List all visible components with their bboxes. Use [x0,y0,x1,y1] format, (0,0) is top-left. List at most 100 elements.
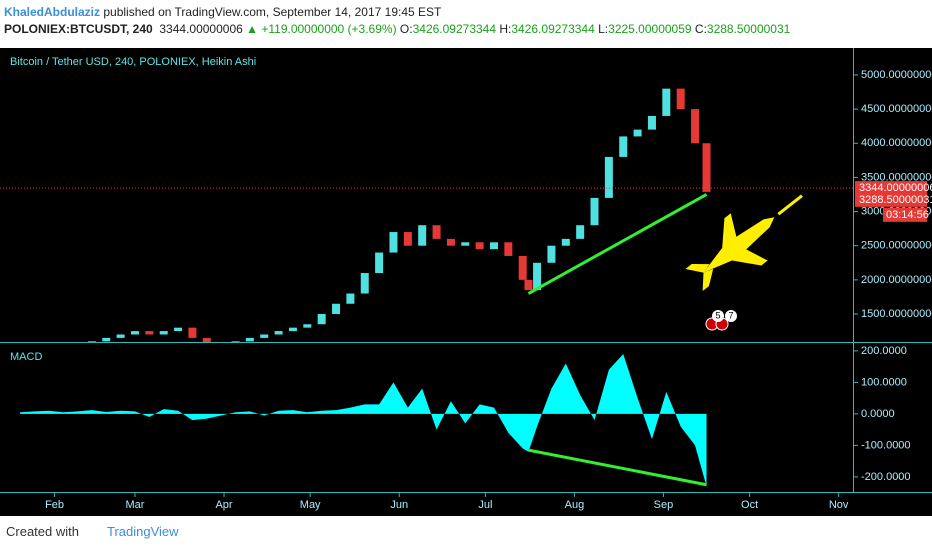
author[interactable]: KhaledAbdulaziz [4,5,101,19]
series [87,88,711,342]
close-tag [855,192,927,207]
candle [702,143,711,192]
y-tick-label: 200.0000 [861,345,907,357]
chart: 5 7 1500.00000000 2000.00000000 2500.00000… [0,48,932,516]
candle [633,129,642,137]
candle [662,88,671,116]
candle [145,331,154,335]
countdown: 03:14:56 [886,209,929,221]
y-tick-label: 2000.00000000 [861,274,932,286]
y-tick-label: -200.0000 [861,471,911,483]
close-label: 3288.50000031 [859,194,932,206]
open-label: O: [399,22,413,36]
last-price-tag [855,181,927,196]
candle [389,232,398,253]
candle [524,279,533,291]
x-tick-label: Nov [829,499,849,511]
countdown-tag [883,207,927,222]
candle [475,242,484,250]
background [0,48,932,516]
candle [274,331,283,335]
x-tick-label: Jun [390,499,408,511]
candle [676,88,685,110]
y-tick-label: 4000.00000000 [861,137,932,149]
jet [685,194,803,292]
symbol-line: POLONIEX:BTCUSDT, 240 3344.00000006 ▲ +1… [4,21,790,38]
low-label: L: [598,22,609,36]
candle [202,337,211,342]
published: published on TradingView.com, September … [103,5,442,19]
candle [533,262,542,291]
candle [87,341,96,342]
candle [102,337,111,342]
candle [332,303,341,314]
y-tick-label: 2500.00000000 [861,240,932,252]
x-tick-label: Apr [215,499,232,511]
y-tick-label: 4500.00000000 [861,103,932,115]
candle [576,225,585,239]
x-tick-label: Feb [45,499,64,511]
high-label: H: [499,22,512,36]
candle [489,242,498,250]
candle [604,156,613,198]
created-with: Created with [6,524,79,539]
last-price-label: 3344.00000006 [859,182,932,194]
candle [346,293,355,304]
pane-title: MACD [10,351,42,363]
candle [418,225,427,246]
change: ▲ +119.00000000 (+3.69%) [246,22,397,36]
candle [317,314,326,325]
x-tick-label: Sep [654,499,674,511]
candle [691,109,700,144]
open: 3426.09273344 [412,22,497,36]
header: KhaledAbdulaziz published on TradingView… [4,4,790,38]
brand[interactable]: TradingView [106,524,179,539]
x-tick-label: Mar [126,499,145,511]
y-tick-label: 100.0000 [861,376,907,388]
candle [303,324,312,328]
candle [130,331,139,335]
candle [375,252,384,274]
candle [188,327,197,338]
candle [260,334,269,338]
high: 3426.09273344 [511,22,595,36]
close-label: C: [694,22,707,36]
x-tick-label: Aug [565,499,585,511]
candle [403,232,412,246]
candle [446,238,455,246]
low: 3225.00000059 [608,22,692,36]
x-tick-label: Jul [478,499,492,511]
y-tick-label: -100.0000 [861,439,911,451]
y-tick-label: 0.0000 [861,408,895,420]
candle [159,331,168,335]
x-tick-label: Oct [741,499,758,511]
candle [619,136,628,157]
candle [561,238,570,246]
candle [504,242,513,256]
event-count: 5 [715,310,720,320]
event-badge[interactable] [712,310,724,322]
candle [518,255,527,280]
candle [231,341,240,342]
jet-trail [777,194,803,216]
footer: Created with TradingView [6,524,179,539]
candle [432,225,441,239]
y-tick-label: 3500.00000000 [861,171,932,183]
trendline [528,448,707,487]
y-tick-label: 1500.00000000 [861,308,932,320]
event-badge[interactable] [725,310,737,322]
events[interactable]: 5 7 [705,310,737,331]
last: 3344.00000006 [159,22,243,36]
publish-line: KhaledAbdulaziz published on TradingView… [4,4,790,21]
symbol: POLONIEX:BTCUSDT, 240 [4,22,153,36]
y-tick-label: 5000.00000000 [861,69,932,81]
candle [360,273,369,294]
candle [590,197,599,226]
jet-shape [685,213,775,292]
candle [547,245,556,263]
candle [116,334,125,338]
event-count: 7 [728,310,733,320]
pane-title: Bitcoin / Tether USD, 240, POLONIEX, Hei… [10,56,256,68]
trendline [527,193,708,295]
